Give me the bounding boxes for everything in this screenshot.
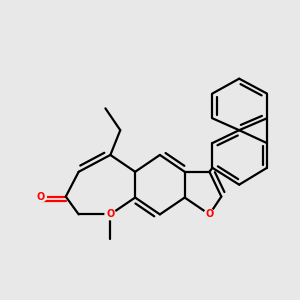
Text: O: O: [205, 209, 214, 219]
Text: O: O: [37, 192, 45, 202]
Circle shape: [204, 209, 215, 220]
Circle shape: [36, 191, 46, 202]
Circle shape: [105, 209, 116, 220]
Text: O: O: [106, 209, 115, 219]
